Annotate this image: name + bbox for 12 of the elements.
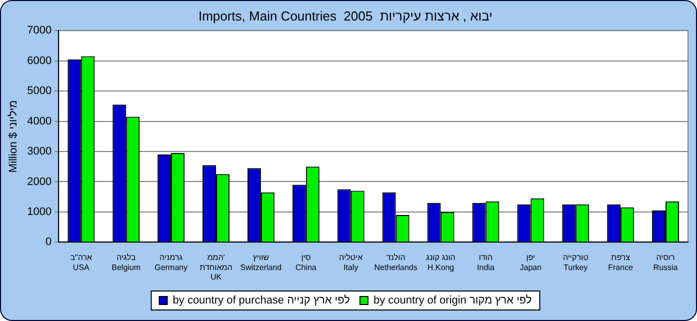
y-tick-label: 3000 bbox=[27, 146, 52, 158]
y-tick-label: 7000 bbox=[27, 24, 52, 37]
y-tick-label: 4000 bbox=[27, 115, 52, 128]
legend-label: by country of purchase לפי ארץ קנייה bbox=[172, 294, 350, 307]
y-tick-label: 1000 bbox=[27, 206, 52, 218]
y-tick-label: 0 bbox=[46, 236, 52, 248]
chart-title: Imports, Main Countries 2005 יבוא , ארצות עיקריות bbox=[198, 8, 493, 24]
legend-label: by country of origin לפי ארץ מקור bbox=[373, 294, 532, 307]
y-tick-label: 6000 bbox=[27, 54, 52, 67]
y-tick-label: 5000 bbox=[27, 85, 52, 98]
y-tick-label: 2000 bbox=[27, 176, 52, 188]
y-axis-title: Million $ מיליוני bbox=[8, 100, 20, 173]
